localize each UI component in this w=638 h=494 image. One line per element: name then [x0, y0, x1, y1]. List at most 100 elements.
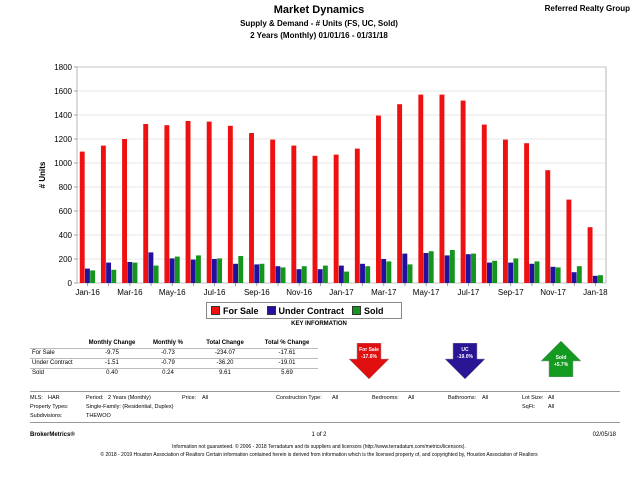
disclaimer-line-2: © 2018 - 2019 Houston Association of Rea…: [100, 452, 538, 458]
y-tick-label: 1200: [54, 135, 72, 144]
legend-label-under-contract: Under Contract: [278, 305, 345, 316]
brokermetrics-logo: BrokerMetrics®: [30, 432, 75, 438]
filter-label: Bedrooms:: [372, 395, 399, 401]
table-header-row: Monthly Change Monthly % Total Change To…: [30, 338, 318, 348]
bar-for-sale: [481, 124, 487, 283]
bar-under-contract: [127, 262, 133, 283]
bar-under-contract: [360, 263, 365, 283]
bar-for-sale: [312, 155, 318, 283]
bar-under-contract: [529, 263, 535, 283]
x-tick-label: May-17: [413, 288, 440, 297]
bar-sold: [174, 256, 180, 283]
legend-item-sold: Sold: [352, 306, 384, 316]
bar-for-sale: [439, 94, 445, 283]
y-axis-title: # Units: [38, 161, 47, 188]
bar-for-sale: [79, 151, 85, 283]
bar-for-sale: [164, 125, 170, 283]
bar-under-contract: [275, 266, 281, 283]
bar-under-contract: [571, 272, 577, 283]
x-tick-label: Jan-17: [329, 288, 354, 297]
bar-for-sale: [227, 125, 233, 283]
bar-under-contract: [169, 258, 175, 283]
table-cell: 9.61: [194, 367, 256, 378]
sold-up-arrow-icon: Sold +5.7%: [540, 340, 582, 378]
bar-under-contract: [592, 275, 598, 283]
y-tick-label: 1000: [54, 159, 72, 168]
bar-for-sale: [397, 104, 403, 283]
filter-label: Price:: [182, 395, 197, 401]
bar-under-contract: [338, 265, 344, 283]
key-information-table: Monthly Change Monthly % Total Change To…: [30, 338, 318, 378]
report-subtitle: Supply & Demand - # Units (FS, UC, Sold): [240, 19, 398, 28]
y-tick-label: 1600: [54, 87, 72, 96]
bar-for-sale: [100, 145, 106, 283]
filter-label: Construction Type:: [276, 395, 322, 401]
y-tick-label: 600: [59, 207, 73, 216]
table-cell: 0.40: [82, 367, 142, 378]
bar-for-sale: [206, 121, 212, 283]
filter-criteria: MLS: HAR Period: 2 Years (Monthly) Price…: [30, 391, 620, 423]
bar-under-contract: [190, 259, 196, 283]
filter-value: HAR: [48, 395, 60, 401]
bar-sold: [598, 275, 603, 283]
legend-swatch-under-contract: [266, 306, 276, 315]
table-cell: 0.24: [142, 367, 194, 378]
table-cell: -9.75: [82, 347, 142, 358]
filter-value: All: [482, 395, 489, 401]
bar-sold: [365, 266, 371, 283]
for-sale-down-arrow-icon: For Sale -17.6%: [348, 342, 390, 380]
bar-under-contract: [402, 253, 408, 283]
x-tick-label: Jul-17: [458, 288, 480, 297]
bar-for-sale: [291, 145, 297, 283]
bar-sold: [132, 262, 138, 283]
table-cell: -1.51: [82, 357, 142, 368]
sold-arrow-value: +5.7%: [553, 362, 569, 368]
bar-for-sale: [587, 227, 593, 283]
column-header: Total Change: [206, 339, 244, 346]
bar-for-sale: [122, 139, 127, 283]
column-header: Monthly %: [153, 339, 183, 346]
under-contract-down-arrow-icon: UC -19.0%: [444, 342, 486, 380]
table-row: Sold 0.40 0.24 9.61 5.69: [30, 367, 318, 378]
bar-under-contract: [317, 269, 323, 283]
bar-under-contract: [211, 259, 217, 283]
filter-value: All: [548, 395, 555, 401]
bar-for-sale: [566, 199, 572, 283]
bar-under-contract: [550, 266, 556, 283]
table-cell: -0.73: [142, 347, 194, 358]
legend-label-sold: Sold: [364, 305, 384, 316]
filter-label: Bathrooms:: [448, 395, 477, 401]
under-contract-arrow-label: UC: [461, 347, 469, 353]
bar-under-contract: [423, 253, 429, 283]
filter-label: MLS:: [30, 395, 43, 401]
bar-for-sale: [502, 139, 508, 283]
bar-sold: [238, 256, 244, 283]
bar-for-sale: [354, 148, 360, 283]
y-tick-label: 1800: [54, 63, 72, 72]
table-cell: 5.69: [256, 367, 318, 378]
bar-sold: [90, 270, 96, 283]
filter-value: All: [548, 404, 555, 410]
bar-under-contract: [465, 254, 471, 283]
bar-sold: [407, 264, 413, 283]
bar-sold: [428, 251, 434, 283]
brand-name: Referred Realty Group: [544, 4, 630, 13]
bar-for-sale: [143, 124, 149, 283]
bar-sold: [344, 271, 349, 283]
bar-under-contract: [381, 259, 387, 283]
y-tick-label: 1400: [54, 111, 72, 120]
page-number: 1 of 2: [311, 432, 327, 438]
table-cell: -234.07: [194, 347, 256, 358]
table-row: For Sale -9.75 -0.73 -234.07 -17.61: [30, 347, 318, 358]
bar-under-contract: [508, 262, 514, 283]
x-tick-label: Nov-17: [540, 288, 566, 297]
column-header: Monthly Change: [88, 339, 136, 346]
bar-under-contract: [487, 262, 492, 283]
column-header: [30, 338, 82, 348]
bar-sold: [259, 263, 265, 283]
bar-sold: [449, 250, 455, 283]
bar-sold: [153, 265, 159, 283]
filter-label: Subdivisions:: [30, 413, 63, 419]
legend-label-for-sale: For Sale: [223, 305, 259, 316]
under-contract-arrow-value: -19.0%: [457, 354, 473, 360]
